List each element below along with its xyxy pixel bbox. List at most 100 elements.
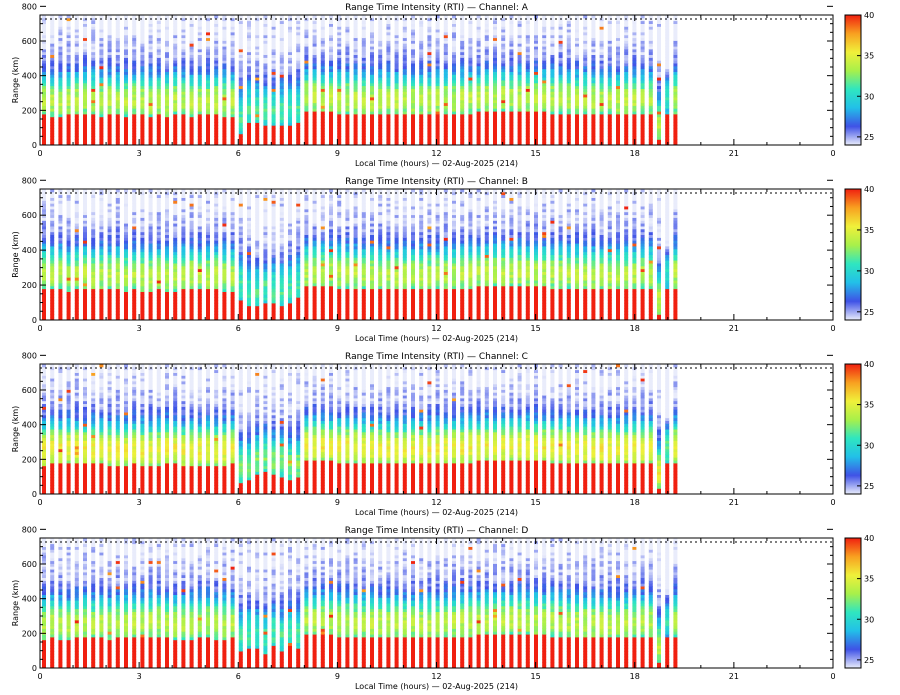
heatmap-cell xyxy=(230,234,235,238)
heatmap-cell xyxy=(197,74,202,78)
heatmap-cell xyxy=(156,82,161,87)
heatmap-cell xyxy=(74,54,79,58)
heatmap-cell xyxy=(575,85,579,89)
heatmap-cell xyxy=(370,108,374,112)
heatmap-cell xyxy=(189,113,194,118)
heatmap-cell xyxy=(673,65,678,70)
heatmap-cell xyxy=(361,65,366,70)
heatmap-cell xyxy=(386,60,391,64)
heatmap-cell xyxy=(148,29,153,33)
heatmap-cell xyxy=(115,260,120,264)
heatmap-cell xyxy=(74,57,79,61)
heatmap-cell xyxy=(427,32,432,36)
heatmap-cell xyxy=(189,136,194,140)
heatmap-cell xyxy=(247,240,251,244)
heatmap-cell xyxy=(230,111,235,115)
heatmap-cell xyxy=(304,74,309,78)
heatmap-cell xyxy=(222,63,227,67)
heatmap-cell xyxy=(66,223,71,227)
heatmap-cell xyxy=(58,194,63,198)
heatmap-cell xyxy=(345,20,350,24)
heatmap-cell xyxy=(58,57,63,61)
heatmap-cell xyxy=(337,139,342,143)
heatmap-cell xyxy=(288,133,292,137)
heatmap-cell xyxy=(402,20,407,24)
heatmap-cell xyxy=(230,288,235,292)
heatmap-cell xyxy=(140,37,145,41)
heatmap-cell xyxy=(189,74,194,78)
heatmap-cell xyxy=(156,125,161,129)
heatmap-cell xyxy=(124,94,128,98)
heatmap-cell xyxy=(99,74,104,78)
heatmap-cell xyxy=(165,23,169,27)
heatmap-cell xyxy=(58,119,63,123)
heatmap-cell xyxy=(665,43,670,47)
heatmap-cell xyxy=(378,142,383,146)
heatmap-cell xyxy=(271,29,276,33)
heatmap-cell xyxy=(411,43,415,47)
heatmap-cell xyxy=(255,139,260,143)
heatmap-cell xyxy=(361,108,366,112)
heatmap-cell xyxy=(140,57,145,61)
heatmap-cell xyxy=(337,32,342,36)
heatmap-cell xyxy=(74,251,79,255)
heatmap-cell xyxy=(165,37,169,41)
heatmap-cell xyxy=(394,57,399,61)
heatmap-cell xyxy=(124,99,128,104)
heatmap-cell xyxy=(107,34,112,39)
heatmap-cell xyxy=(83,88,87,92)
heatmap-cell xyxy=(238,113,243,118)
heatmap-cell xyxy=(296,125,301,129)
heatmap-cell xyxy=(50,46,55,50)
heatmap-cell xyxy=(74,23,79,27)
heatmap-cell xyxy=(124,97,128,101)
heatmap-cell xyxy=(132,77,137,81)
heatmap-cell xyxy=(329,142,333,146)
heatmap-cell xyxy=(42,26,46,30)
heatmap-cell xyxy=(156,105,161,109)
heatmap-cell xyxy=(255,46,260,50)
heatmap-cell xyxy=(181,15,186,19)
heatmap-cell xyxy=(189,128,194,132)
heatmap-cell xyxy=(74,99,79,104)
heatmap-cell xyxy=(525,85,530,89)
heatmap-cell xyxy=(66,71,71,75)
heatmap-cell xyxy=(296,139,301,143)
heatmap-cell xyxy=(197,37,202,41)
heatmap-cell xyxy=(329,111,333,115)
heatmap-cell xyxy=(386,82,391,87)
heatmap-cell xyxy=(197,240,202,244)
heatmap-cell xyxy=(107,26,112,30)
heatmap-cell xyxy=(402,119,407,123)
heatmap-cell xyxy=(361,80,366,84)
heatmap-cell xyxy=(42,277,46,281)
heatmap-cell xyxy=(58,82,63,87)
heatmap-cell xyxy=(91,234,96,238)
heatmap-cell xyxy=(624,43,629,47)
heatmap-cell xyxy=(173,102,178,106)
heatmap-cell xyxy=(247,51,251,55)
heatmap-cell xyxy=(66,57,71,61)
heatmap-cell xyxy=(74,82,79,87)
heatmap-cell xyxy=(74,194,79,198)
heatmap-cell xyxy=(66,294,71,298)
heatmap-cell xyxy=(132,305,137,310)
heatmap-cell xyxy=(115,65,120,70)
heatmap-cell xyxy=(83,206,87,210)
heatmap-cell xyxy=(378,82,383,87)
heatmap-cell xyxy=(238,85,243,89)
heatmap-cell xyxy=(370,15,374,19)
heatmap-cell xyxy=(214,277,219,281)
heatmap-cell xyxy=(370,91,374,95)
heatmap-cell xyxy=(271,43,276,47)
heatmap-cell xyxy=(181,300,186,304)
heatmap-cell xyxy=(214,82,219,87)
heatmap-cell xyxy=(50,29,55,33)
heatmap-cell xyxy=(124,88,128,92)
heatmap-cell xyxy=(247,80,251,84)
heatmap-cell xyxy=(181,251,186,255)
heatmap-cell xyxy=(238,130,243,135)
heatmap-cell xyxy=(148,88,153,92)
heatmap-cell xyxy=(271,51,276,55)
heatmap-cell xyxy=(370,130,374,135)
